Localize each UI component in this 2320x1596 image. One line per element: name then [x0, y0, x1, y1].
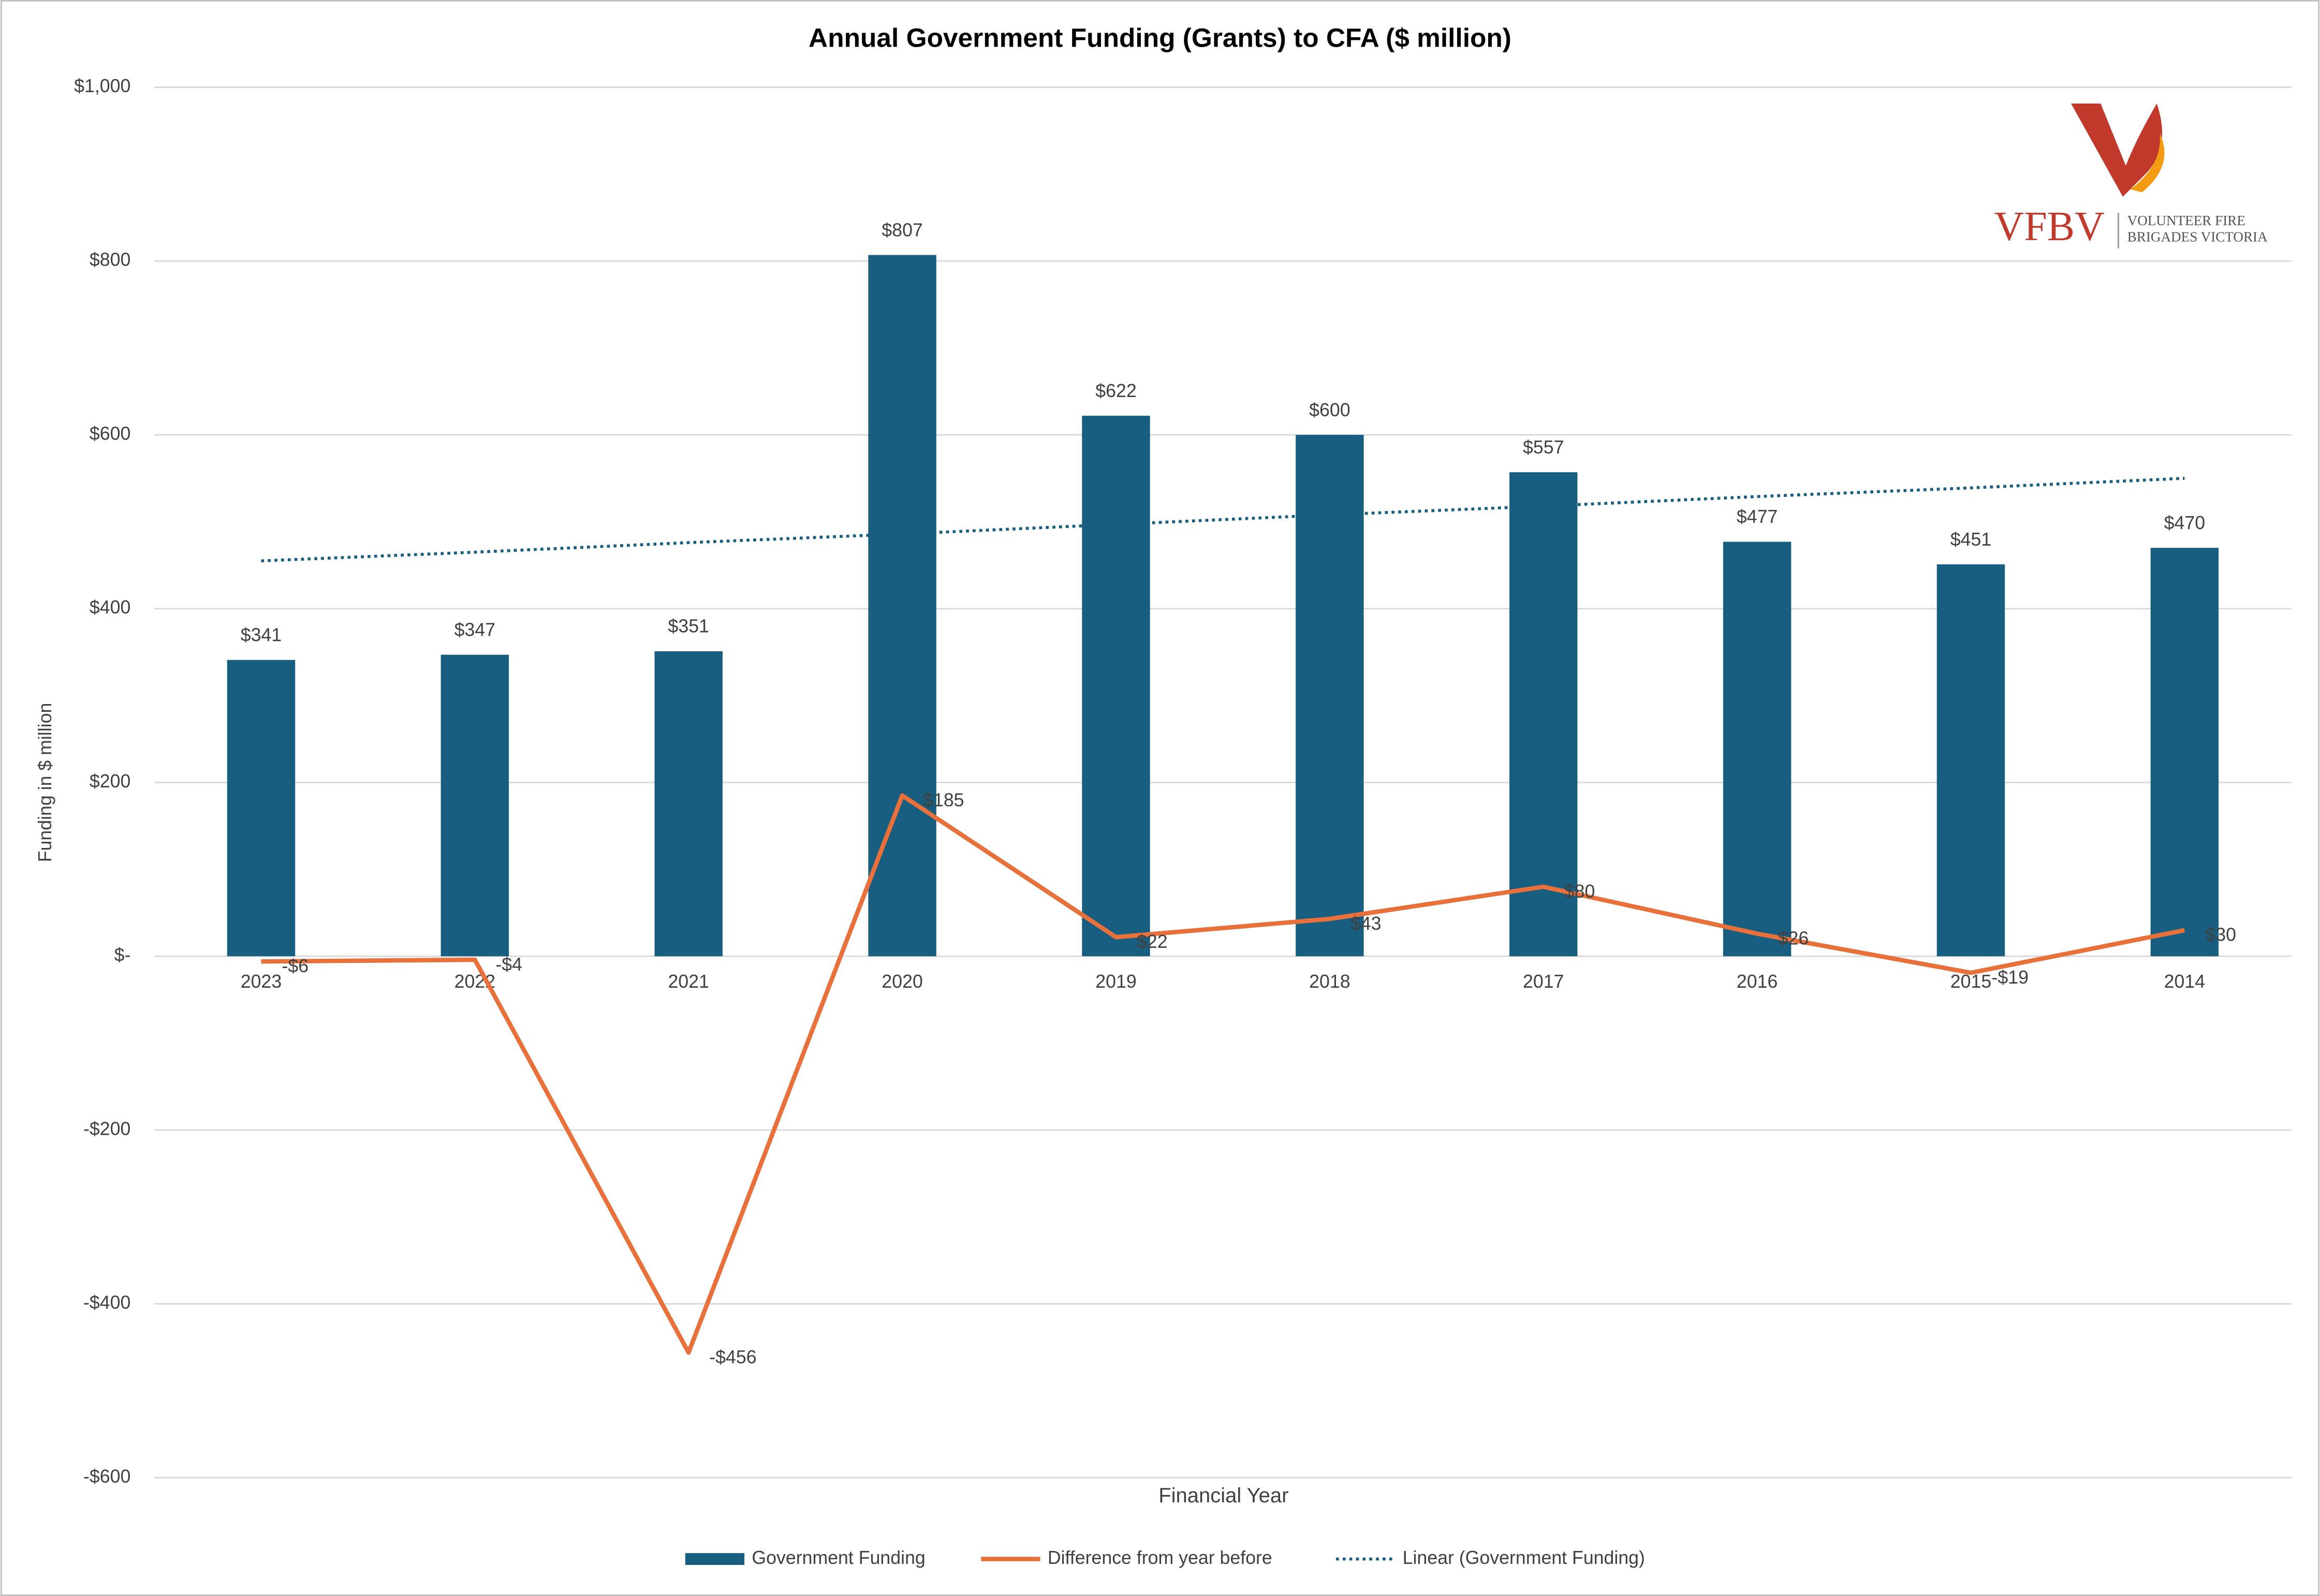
- data-label: $600: [1309, 400, 1350, 420]
- line: [261, 793, 2185, 1355]
- logo-mark: VFBV: [1994, 204, 2105, 250]
- data-label: $80: [1564, 881, 1595, 902]
- x-tick-label: 2016: [1737, 971, 1778, 992]
- x-axis-label: Financial Year: [1158, 1484, 1288, 1507]
- x-tick-label: 2017: [1523, 971, 1564, 992]
- x-tick-label: 2021: [668, 971, 709, 992]
- data-label: $347: [454, 619, 495, 640]
- y-tick-label: $600: [90, 423, 130, 444]
- logo-line: VOLUNTEER FIRE: [2127, 213, 2245, 228]
- bar: [1723, 541, 1792, 957]
- data-label: $185: [923, 790, 964, 811]
- x-tick-label: 2018: [1309, 971, 1350, 992]
- data-label: -$6: [282, 956, 309, 976]
- bar: [227, 660, 296, 957]
- bar: [1082, 416, 1150, 957]
- bar: [1936, 564, 2005, 957]
- data-label: $43: [1350, 913, 1382, 934]
- legend-label: Government Funding: [752, 1547, 925, 1568]
- bar: [868, 255, 936, 957]
- logo-flame-accent: [2130, 133, 2165, 193]
- bar: [1296, 435, 1364, 957]
- logo-flame: [2071, 104, 2163, 197]
- data-label: $451: [1950, 529, 1991, 550]
- bar: [654, 651, 723, 957]
- y-tick-label: -$400: [83, 1292, 130, 1313]
- logo-line: BRIGADES VICTORIA: [2127, 229, 2268, 244]
- y-tick-label: $400: [90, 597, 130, 618]
- y-tick-label: -$600: [83, 1466, 130, 1487]
- bar: [1509, 472, 1578, 957]
- y-axis-label: Funding in $ million: [35, 703, 55, 862]
- data-label: $26: [1778, 928, 1809, 948]
- data-label: $351: [668, 616, 709, 637]
- chart-title: Annual Government Funding (Grants) to CF…: [809, 23, 1511, 53]
- data-label: $30: [2205, 925, 2236, 945]
- data-label: $341: [241, 625, 282, 646]
- y-tick-label: $800: [90, 250, 130, 270]
- y-tick-label: $1,000: [74, 76, 130, 96]
- trend-line: [261, 477, 2185, 563]
- x-tick-label: 2020: [882, 971, 922, 992]
- data-label: -$19: [1992, 967, 2029, 988]
- data-label: -$456: [709, 1347, 756, 1368]
- bar: [440, 654, 509, 957]
- legend-swatch: [685, 1553, 745, 1565]
- y-tick-label: -$200: [83, 1118, 130, 1139]
- data-label: $477: [1737, 506, 1778, 527]
- data-label: $557: [1523, 437, 1564, 458]
- data-label: $22: [1137, 931, 1168, 952]
- legend-label: Linear (Government Funding): [1403, 1547, 1645, 1568]
- data-label: $470: [2164, 513, 2205, 533]
- data-label: -$4: [495, 954, 522, 975]
- logo: VFBV VOLUNTEER FIRE BRIGADES VICTORIA: [1994, 104, 2268, 250]
- legend-label: Difference from year before: [1048, 1547, 1272, 1568]
- bar: [2150, 548, 2219, 957]
- x-tick-label: 2023: [241, 971, 282, 992]
- y-tick-label: $-: [114, 945, 131, 965]
- y-tick-label: $200: [90, 771, 130, 792]
- x-tick-label: 2019: [1095, 971, 1136, 992]
- data-label: $622: [1095, 380, 1136, 401]
- data-label: $807: [882, 219, 922, 240]
- x-tick-label: 2014: [2164, 971, 2205, 992]
